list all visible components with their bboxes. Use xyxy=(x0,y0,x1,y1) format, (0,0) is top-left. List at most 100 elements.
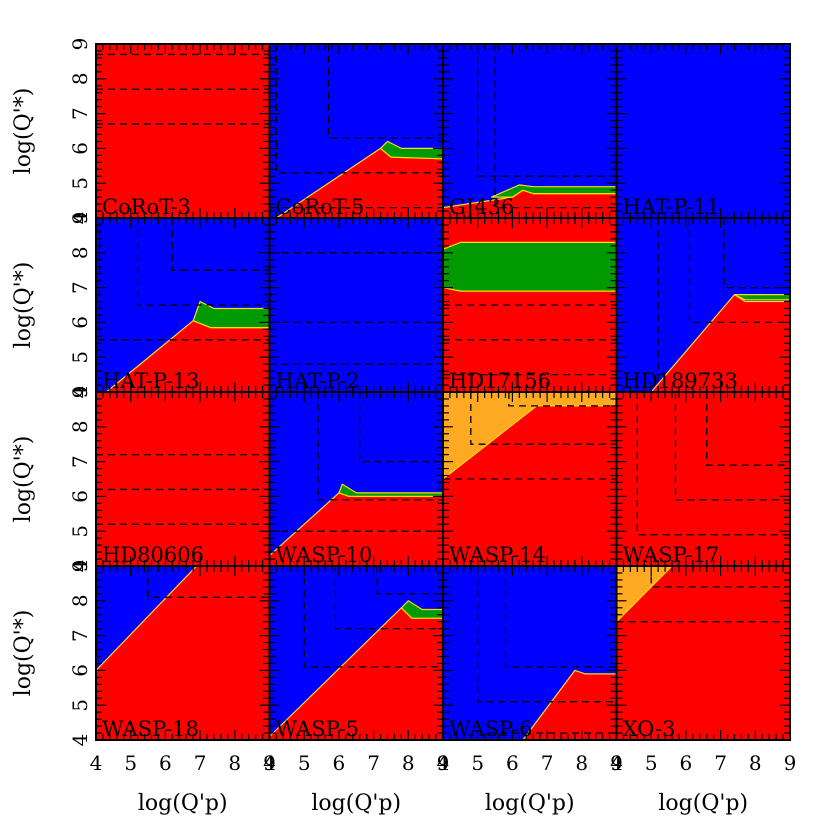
panel-label: HAT-P-11 xyxy=(623,195,721,219)
y-tick-label: 9 xyxy=(68,38,92,51)
y-tick-label: 8 xyxy=(68,594,92,607)
dashed-contour xyxy=(136,218,270,306)
y-tick-label: 5 xyxy=(68,177,92,190)
y-axis-label: log(Q'*) xyxy=(11,610,36,697)
panel-label: WASP-10 xyxy=(276,543,373,567)
dashed-contour xyxy=(327,44,443,139)
x-tick-label: 8 xyxy=(402,751,415,775)
panel-hat-p-11: HAT-P-11 xyxy=(615,43,791,219)
y-tick-label: 6 xyxy=(68,664,92,677)
dashed-contour xyxy=(688,218,790,324)
y-tick-label: 5 xyxy=(68,525,92,538)
panel-wasp-10: WASP-10 xyxy=(268,391,444,567)
panel-label: WASP-14 xyxy=(449,543,546,567)
panel-background xyxy=(616,392,790,566)
x-tick-label: 5 xyxy=(471,751,484,775)
y-tick-label: 7 xyxy=(68,281,92,294)
y-tick-label: 9 xyxy=(68,560,92,573)
panel-label: WASP-5 xyxy=(276,717,360,741)
x-axis-label: log(Q'p) xyxy=(138,791,228,816)
panel-background xyxy=(616,566,790,740)
panel-corot-3: CoRoT-3 4 5 6 7 8 9 log(Q'*) xyxy=(11,38,271,225)
x-tick-label: 8 xyxy=(749,751,762,775)
x-axis-label: log(Q'p) xyxy=(485,791,575,816)
x-axis-label: log(Q'p) xyxy=(311,791,401,816)
x-tick-label: 6 xyxy=(506,751,519,775)
y-tick-label: 8 xyxy=(68,246,92,259)
panel-label: WASP-18 xyxy=(102,717,199,741)
panel-frame xyxy=(615,565,791,741)
x-tick-label: 9 xyxy=(610,751,623,775)
dashed-contour xyxy=(650,576,790,588)
y-tick-label: 5 xyxy=(68,351,92,364)
dashed-contour xyxy=(303,566,443,668)
panel-label: HAT-P-2 xyxy=(276,369,360,393)
y-tick-label: 9 xyxy=(68,212,92,225)
dashed-contour xyxy=(147,566,270,598)
y-axis-label: log(Q'*) xyxy=(11,262,36,349)
y-axis-label: log(Q'*) xyxy=(11,88,36,175)
x-tick-label: 4 xyxy=(90,751,103,775)
x-tick-label: 5 xyxy=(298,751,311,775)
y-tick-label: 6 xyxy=(68,490,92,503)
x-tick-label: 6 xyxy=(159,751,172,775)
x-tick-label: 7 xyxy=(367,751,380,775)
x-tick-label: 8 xyxy=(228,751,241,775)
panel-hat-p-2: HAT-P-2 xyxy=(268,217,444,393)
green-region xyxy=(733,294,791,301)
panel-gj436: GJ436 xyxy=(442,43,618,219)
dashed-contour xyxy=(470,392,617,445)
y-tick-label: 7 xyxy=(68,455,92,468)
y-tick-label: 4 xyxy=(68,386,92,399)
y-tick-label: 4 xyxy=(68,560,92,573)
y-tick-label: 6 xyxy=(68,316,92,329)
x-tick-label: 7 xyxy=(194,751,207,775)
panel-wasp-17: WASP-17 xyxy=(615,391,791,567)
y-tick-label: 9 xyxy=(68,386,92,399)
dashed-contour xyxy=(674,392,790,501)
x-tick-label: 4 xyxy=(263,751,276,775)
y-tick-label: 8 xyxy=(68,72,92,85)
panel-hd80606: HD80606 4 5 6 7 8 9 log(Q'*) xyxy=(11,386,271,573)
x-tick-label: 9 xyxy=(784,751,797,775)
panel-background xyxy=(96,44,270,218)
dashed-contour xyxy=(376,566,443,595)
x-tick-label: 7 xyxy=(714,751,727,775)
dashed-contour xyxy=(636,392,790,536)
dashed-contour xyxy=(98,218,270,341)
x-tick-label: 8 xyxy=(575,751,588,775)
panel-label: HAT-P-13 xyxy=(102,369,200,393)
y-tick-label: 5 xyxy=(68,699,92,712)
y-axis-label: log(Q'*) xyxy=(11,436,36,523)
x-tick-label: 5 xyxy=(645,751,658,775)
x-tick-label: 4 xyxy=(437,751,450,775)
panel-label: WASP-6 xyxy=(449,717,533,741)
panel-label: CoRoT-3 xyxy=(102,195,191,219)
panel-background xyxy=(269,218,443,392)
y-tick-label: 7 xyxy=(68,107,92,120)
panel-label: WASP-17 xyxy=(623,543,720,567)
x-tick-label: 6 xyxy=(333,751,346,775)
panel-label: GJ436 xyxy=(449,195,514,219)
x-axis-label: log(Q'p) xyxy=(658,791,748,816)
x-tick-label: 9 xyxy=(263,751,276,775)
panel-label: XO-3 xyxy=(623,717,676,741)
y-tick-label: 4 xyxy=(68,212,92,225)
x-tick-label: 6 xyxy=(680,751,693,775)
x-tick-label: 9 xyxy=(437,751,450,775)
panel-background xyxy=(616,44,790,218)
x-tick-label: 5 xyxy=(124,751,137,775)
panel-hd17156: HD17156 xyxy=(442,217,618,393)
dashed-contour xyxy=(504,566,617,668)
panel-label: HD189733 xyxy=(623,369,738,393)
dashed-contour xyxy=(706,392,790,466)
panel-hat-p-13: HAT-P-13 4 5 6 7 8 9 log(Q'*) xyxy=(11,212,271,399)
x-tick-label: 4 xyxy=(610,751,623,775)
y-tick-label: 7 xyxy=(68,629,92,642)
panel-wasp-14: WASP-14 xyxy=(442,391,618,567)
panel-label: CoRoT-5 xyxy=(276,195,365,219)
